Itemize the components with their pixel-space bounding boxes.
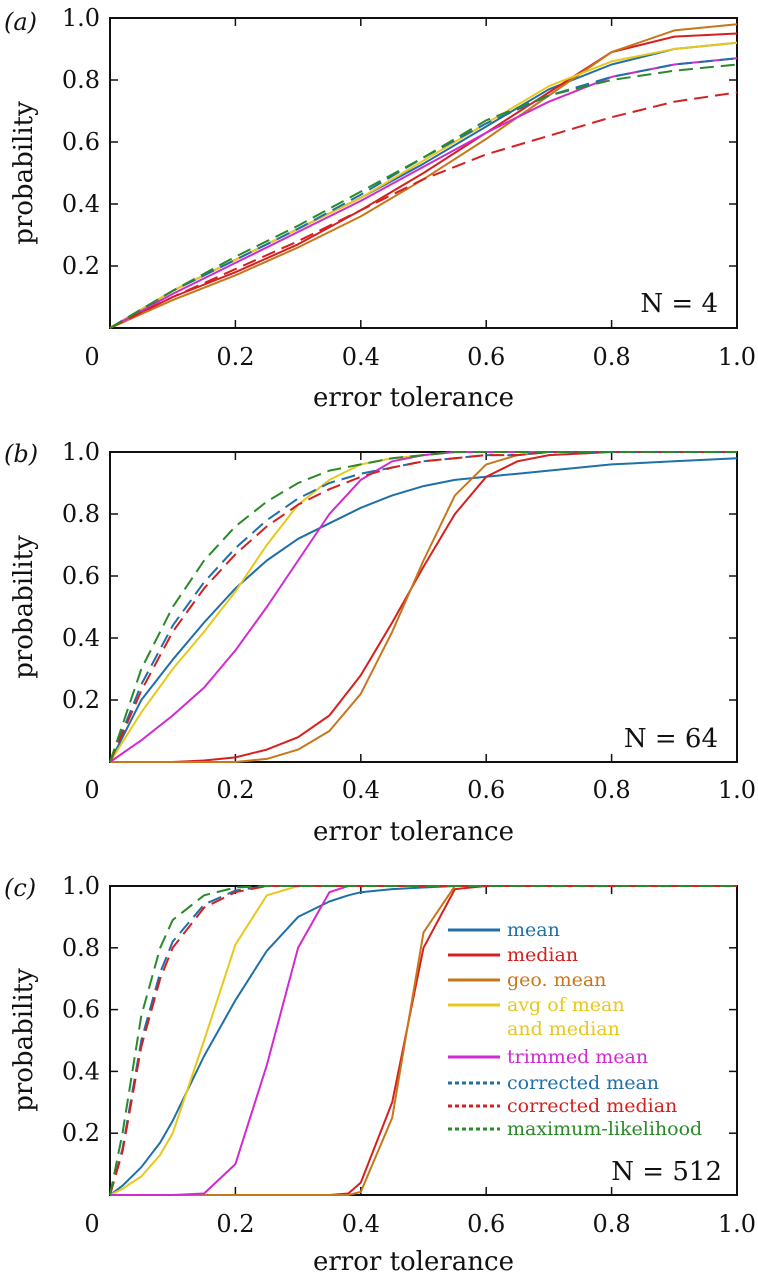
series-line-avg-of-mean-and-median: [109, 451, 737, 763]
panel-label: (c): [4, 874, 36, 902]
x-tick-label: 0.4: [342, 343, 380, 371]
series-line-avg-of-mean-and-median: [109, 41, 738, 329]
legend-label: trimmed mean: [507, 1046, 648, 1068]
series-line-median: [109, 32, 738, 329]
legend-label: and median: [507, 1018, 620, 1040]
y-axis-label: probability: [9, 535, 39, 679]
legend-label: avg of mean: [507, 994, 625, 1016]
series-line-maximum-likelihood: [109, 451, 737, 763]
x-tick-label: 0.6: [467, 343, 505, 371]
series-line-maximum-likelihood: [109, 885, 737, 1196]
y-tick-label: 0.2: [62, 252, 100, 280]
x-tick-label: 1.0: [718, 343, 756, 371]
x-tick-label: 0.6: [467, 776, 505, 804]
y-tick-label: 1.0: [62, 872, 100, 900]
x-tick-label: 0.2: [216, 343, 254, 371]
y-tick-label: 0.8: [62, 934, 100, 962]
sample-size-annotation: N = 512: [611, 1157, 722, 1187]
series-line-trimmed-mean: [109, 451, 737, 763]
x-axis-label: error tolerance: [313, 383, 514, 413]
x-tick-label: 0.2: [216, 1210, 254, 1238]
x-axis-label: error tolerance: [313, 1247, 514, 1277]
x-axis-label: error tolerance: [313, 817, 514, 847]
series-line-corrected-median: [109, 451, 737, 763]
x-tick-label: 0.8: [593, 343, 631, 371]
chart-panel-2: 0 0.2 0.4 0.6 0.8 1.0 0.2 0.4 0.6 0.8 1.0 error tol…: [4, 438, 756, 847]
x-tick-label: 0.2: [216, 776, 254, 804]
x-tick-label: 0.6: [467, 1210, 505, 1238]
y-axis-label: probability: [9, 101, 39, 245]
plot-frame: [109, 451, 738, 763]
series-line-corrected-mean: [109, 451, 737, 763]
legend-label: mean: [507, 919, 560, 941]
chart-panel-3: 0 0.2 0.4 0.6 0.8 1.0 0.2 0.4 0.6 0.8 1.0 error tol…: [4, 872, 756, 1277]
y-axis-label: probability: [9, 968, 39, 1112]
series-line-corrected-mean: [109, 57, 738, 329]
y-tick-label: 0.2: [62, 1119, 100, 1147]
x-tick-label: 0.8: [593, 776, 631, 804]
legend-label: geo. mean: [507, 969, 606, 991]
series-line-corrected-median: [109, 91, 738, 329]
legend-label: corrected mean: [507, 1072, 659, 1094]
y-tick-label: 0.6: [62, 128, 100, 156]
x-tick-label: 1.0: [718, 1210, 756, 1238]
legend-label: median: [507, 944, 578, 966]
panel-label: (b): [4, 440, 38, 468]
x-tick-label: 0.4: [342, 776, 380, 804]
legend-label: corrected median: [507, 1095, 677, 1117]
sample-size-annotation: N = 4: [640, 289, 718, 319]
y-tick-label: 0.4: [62, 190, 100, 218]
x-tick-label: 0: [84, 776, 99, 804]
y-tick-label: 0.8: [62, 500, 100, 528]
sample-size-annotation: N = 64: [624, 724, 718, 754]
plot-frame: [109, 17, 738, 329]
y-tick-label: 0.8: [62, 66, 100, 94]
series-line-geo-mean: [110, 451, 737, 763]
series-line-mean: [109, 457, 738, 763]
chart-panel-1: 0 0.2 0.4 0.6 0.8 1.0 0.2 0.4 0.6 0.8 1.0 error tol…: [4, 4, 756, 413]
y-tick-label: 1.0: [62, 438, 100, 466]
y-tick-label: 0.6: [62, 562, 100, 590]
y-tick-label: 0.6: [62, 996, 100, 1024]
series-line-median: [110, 451, 737, 763]
y-tick-label: 0.2: [62, 686, 100, 714]
x-tick-label: 0.8: [593, 1210, 631, 1238]
y-tick-label: 0.4: [62, 624, 100, 652]
x-tick-label: 0.4: [342, 1210, 380, 1238]
panel-label: (a): [4, 8, 37, 36]
x-tick-label: 0: [84, 343, 99, 371]
y-tick-label: 1.0: [62, 4, 100, 32]
y-tick-label: 0.4: [62, 1057, 100, 1085]
x-tick-label: 1.0: [718, 776, 756, 804]
series-line-trimmed-mean: [109, 57, 738, 329]
legend-label: maximum-likelihood: [507, 1118, 702, 1140]
x-tick-label: 0: [84, 1210, 99, 1238]
